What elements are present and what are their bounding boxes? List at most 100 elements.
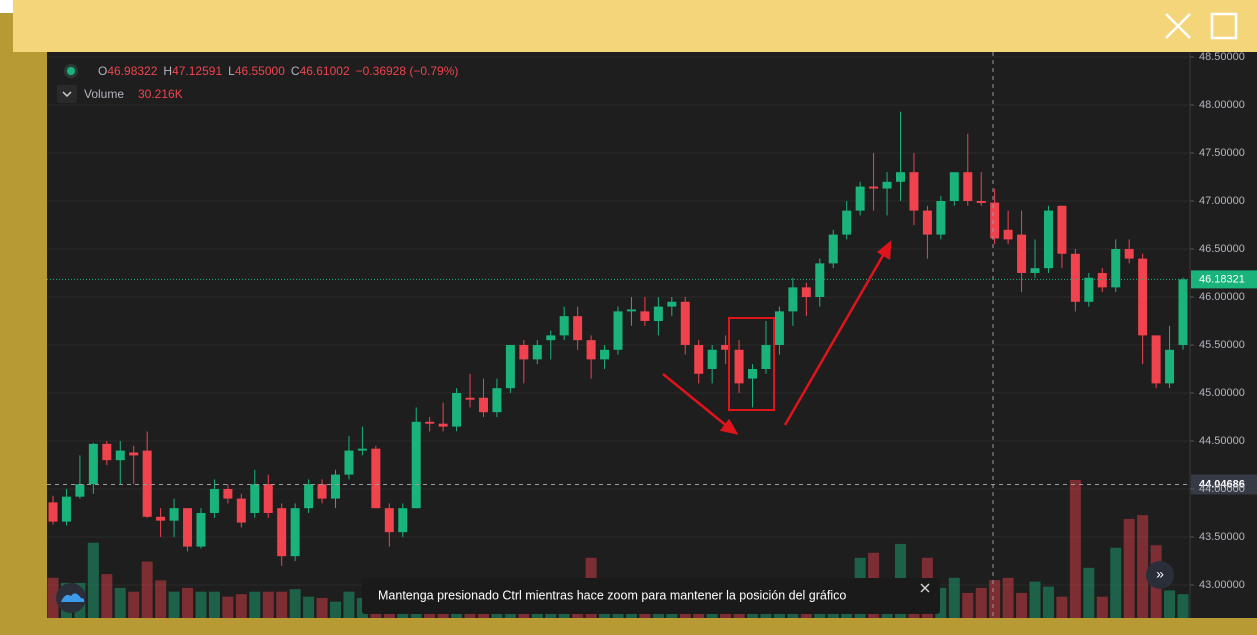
candle-body (1124, 248, 1134, 259)
legend-key: O (98, 64, 107, 78)
volume-bar (316, 597, 328, 618)
maximize-button[interactable] (1210, 12, 1238, 40)
y-tick-label: 44.00000 (1199, 483, 1245, 495)
candle-body (909, 172, 919, 211)
candle-body (882, 181, 892, 189)
y-tick-label: 43.50000 (1199, 531, 1245, 543)
tooltip (362, 578, 940, 614)
logo (61, 593, 85, 602)
candle-body (680, 301, 690, 345)
candle-body (1043, 210, 1053, 269)
legend-key: C (291, 64, 300, 78)
volume-bar (168, 591, 180, 618)
candle-body (61, 496, 71, 522)
candle-body (640, 311, 650, 321)
candle-body (102, 443, 112, 461)
candle-body (384, 508, 394, 533)
scroll-button[interactable] (1146, 561, 1174, 589)
candle-body (425, 421, 435, 424)
volume-bar (262, 591, 274, 618)
candle-body (532, 344, 542, 360)
y-tick-label: 43.00000 (1199, 579, 1245, 591)
candle-body (438, 423, 448, 427)
candle-body (626, 309, 636, 312)
volume-bar (1002, 577, 1014, 618)
volume-bar (330, 601, 341, 618)
candle-body (896, 172, 905, 182)
candle-body (748, 368, 758, 379)
y-tick-label: 45.00000 (1199, 387, 1245, 399)
volume-bar (222, 596, 234, 618)
grid (47, 56, 1190, 586)
volume-bar (1056, 596, 1068, 618)
candle-body (559, 316, 569, 336)
candle-body (492, 388, 502, 413)
legend-change: −0.36928 (−0.79%) (356, 64, 459, 78)
highlight-box (728, 317, 775, 411)
y-tick-label: 48.00000 (1199, 99, 1245, 111)
crosshair-tag (1191, 474, 1257, 495)
candle-body (48, 502, 58, 522)
volume-bar (235, 594, 247, 618)
volume-bar (975, 587, 987, 618)
volume-bar (195, 591, 207, 618)
candle-body (801, 287, 811, 297)
volume-bar (128, 591, 140, 618)
legend-value: 46.55000 (235, 64, 285, 78)
volume-bar (1029, 581, 1041, 618)
candle-body (209, 488, 219, 513)
plot-background (47, 52, 1257, 618)
volume-bar (141, 561, 153, 618)
candle-body (1017, 234, 1027, 273)
candle-body (546, 335, 556, 341)
candle-body (519, 344, 529, 360)
candle-body (115, 450, 125, 461)
collapse-button[interactable] (57, 85, 77, 103)
candle-body (236, 498, 246, 523)
volume-bar (276, 591, 288, 618)
candle-body (1097, 272, 1107, 288)
y-tick-label: 45.50000 (1199, 339, 1245, 351)
candle-body (156, 516, 166, 521)
candle-body (653, 306, 663, 321)
volume-bar (182, 587, 194, 618)
volume-value: 30.216K (138, 87, 183, 101)
legend-value: 47.12591 (172, 64, 222, 78)
candle-body (1178, 279, 1188, 345)
candle-body (290, 508, 300, 557)
candle-body (828, 234, 838, 264)
volume-bar (1137, 515, 1149, 618)
candle-body (1151, 335, 1161, 384)
volume-bar (935, 587, 947, 618)
candle-body (169, 508, 179, 521)
last-price-label: 46.18321 (1199, 273, 1245, 285)
candle-body (1138, 258, 1148, 336)
volume-bar (1083, 567, 1095, 618)
candle-body (990, 202, 1000, 239)
legend-key: L (228, 64, 235, 78)
candle-body (869, 186, 879, 189)
ohlc-legend: O46.98322 H47.12591 L46.55000 C46.61002 −0.3… (98, 64, 458, 78)
candle-body (142, 450, 152, 517)
volume-bar (1042, 586, 1054, 618)
volume-bar (208, 591, 220, 618)
volume-bar (87, 542, 99, 618)
tooltip-close[interactable] (920, 583, 930, 593)
candle-body (371, 448, 381, 509)
candle-body (936, 200, 946, 235)
candle-body (694, 344, 704, 374)
volume-bar (1016, 592, 1028, 618)
candle-body (721, 344, 731, 350)
candle-body (842, 210, 852, 235)
volume-bar (155, 580, 167, 618)
candles (48, 111, 1188, 566)
close-button[interactable] (1165, 13, 1191, 39)
y-tick-label: 46.00000 (1199, 291, 1245, 303)
candle-body (707, 349, 717, 369)
candle-body (88, 443, 98, 485)
candle-body (1030, 268, 1040, 273)
candle-body (855, 186, 865, 211)
volume-bar (1164, 590, 1176, 618)
volume-bar (303, 596, 315, 618)
